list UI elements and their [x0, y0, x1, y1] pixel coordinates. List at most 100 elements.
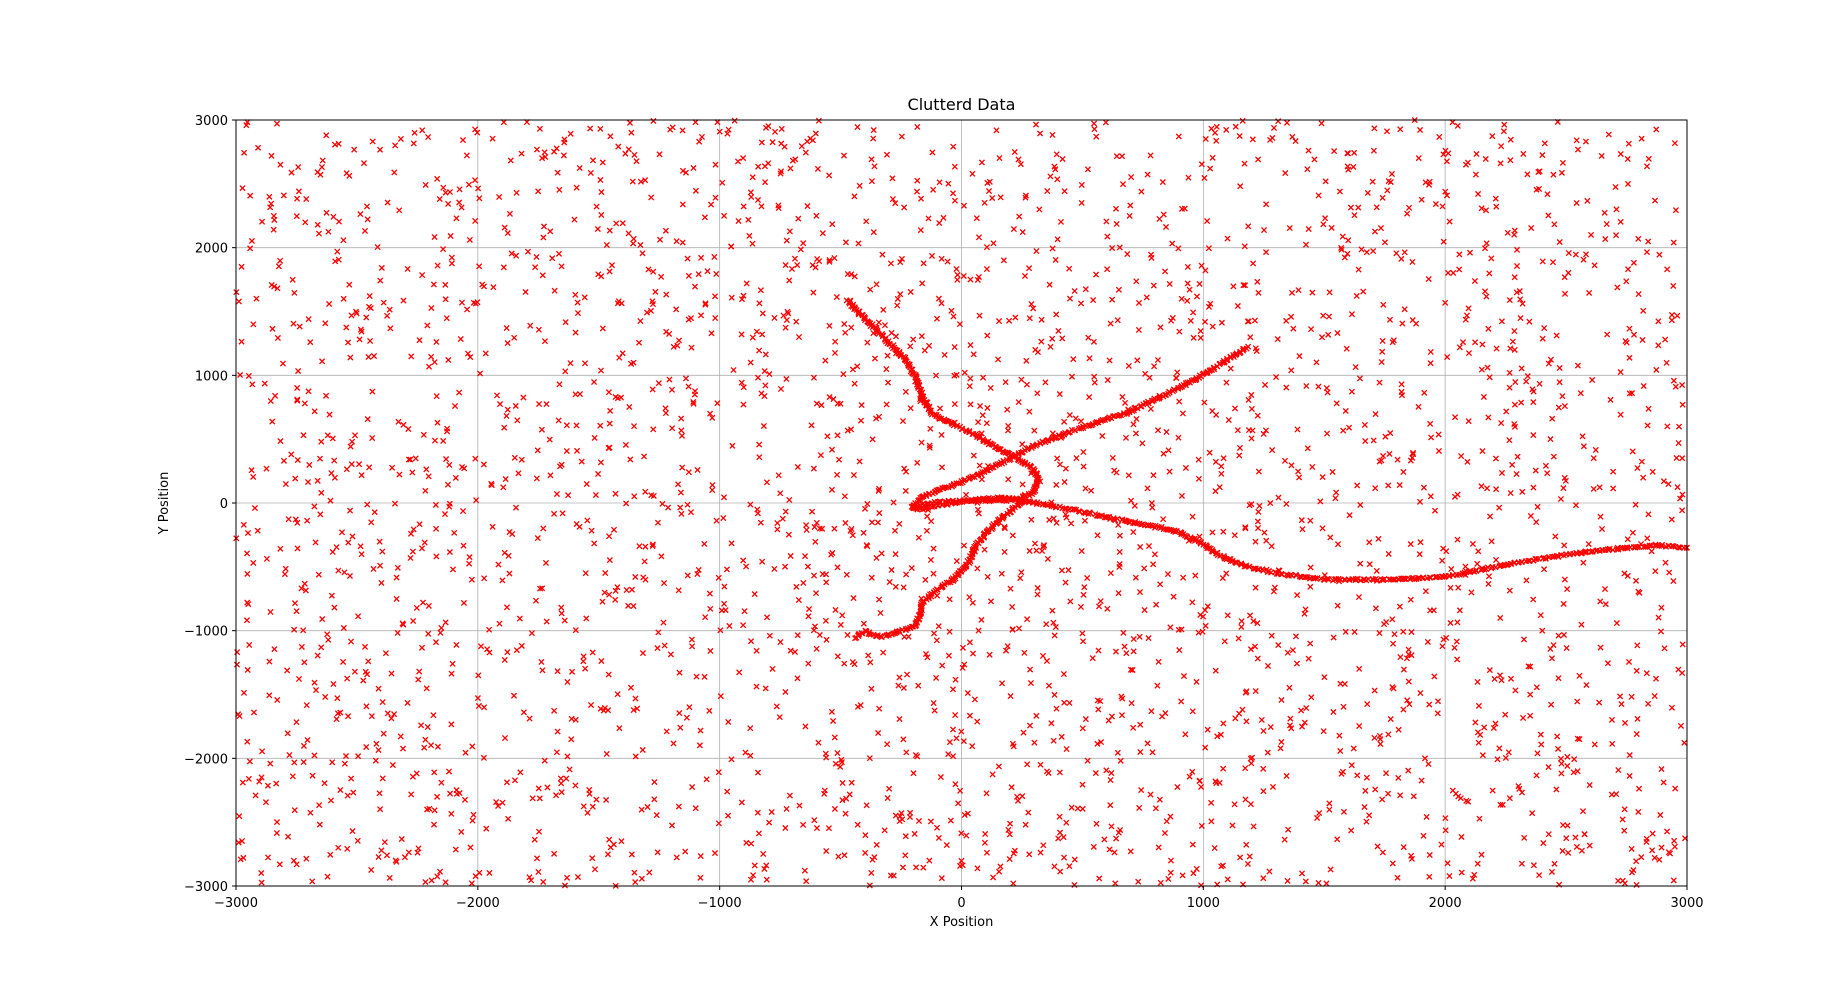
- clutter-point: [995, 318, 1003, 325]
- track-point: [1325, 575, 1332, 583]
- clutter-point: [984, 179, 991, 186]
- clutter-point: [247, 245, 254, 252]
- clutter-point: [456, 389, 463, 396]
- clutter-point: [1237, 183, 1244, 190]
- clutter-point: [630, 359, 637, 366]
- clutter-point: [625, 146, 632, 153]
- clutter-point: [1548, 868, 1556, 875]
- clutter-point: [851, 661, 858, 668]
- clutter-point: [1478, 366, 1485, 373]
- clutter-point: [1379, 849, 1386, 856]
- clutter-point: [1542, 462, 1549, 469]
- clutter-point: [1675, 440, 1682, 447]
- clutter-point: [829, 549, 836, 557]
- clutter-point: [701, 214, 708, 221]
- clutter-point: [1545, 831, 1552, 838]
- clutter-point: [837, 621, 844, 628]
- clutter-point: [1501, 121, 1508, 128]
- clutter-point: [720, 494, 728, 501]
- track-point: [883, 632, 890, 640]
- clutter-point: [1553, 332, 1560, 339]
- clutter-point: [915, 534, 922, 541]
- clutter-point: [951, 163, 958, 170]
- clutter-point: [1095, 706, 1102, 713]
- clutter-point: [250, 321, 257, 328]
- clutter-point: [398, 835, 405, 843]
- clutter-point: [1666, 569, 1673, 576]
- clutter-point: [1533, 684, 1540, 691]
- clutter-point: [1494, 756, 1501, 763]
- clutter-point: [1428, 434, 1435, 441]
- clutter-point: [511, 454, 518, 461]
- clutter-point: [607, 133, 614, 140]
- clutter-point: [1283, 317, 1290, 324]
- clutter-point: [527, 322, 534, 329]
- track-point: [1014, 502, 1022, 509]
- clutter-point: [1571, 756, 1578, 763]
- clutter-point: [880, 649, 887, 656]
- clutter-point: [472, 455, 479, 462]
- clutter-point: [883, 401, 890, 408]
- clutter-point: [501, 734, 509, 742]
- clutter-point: [598, 211, 605, 219]
- clutter-point: [769, 665, 776, 672]
- clutter-point: [1252, 538, 1259, 545]
- clutter-point: [891, 527, 899, 534]
- clutter-point: [930, 630, 938, 637]
- clutter-point: [1481, 288, 1489, 295]
- clutter-point: [978, 476, 985, 483]
- clutter-point: [915, 682, 922, 689]
- clutter-point: [870, 229, 877, 236]
- clutter-point: [922, 650, 930, 658]
- clutter-point: [1197, 334, 1204, 341]
- clutter-point: [1178, 492, 1185, 499]
- clutter-point: [300, 432, 307, 439]
- clutter-point: [1307, 517, 1314, 524]
- clutter-point: [243, 550, 251, 557]
- clutter-point: [1292, 633, 1300, 640]
- clutter-point: [690, 400, 697, 407]
- clutter-point: [1624, 155, 1631, 163]
- clutter-point: [597, 176, 604, 184]
- clutter-point: [453, 215, 460, 222]
- clutter-point: [1261, 529, 1268, 536]
- clutter-point: [1242, 796, 1249, 803]
- clutter-point: [1394, 874, 1401, 881]
- clutter-point: [1104, 605, 1111, 612]
- clutter-point: [1559, 393, 1566, 400]
- clutter-point: [1420, 832, 1427, 839]
- clutter-point: [353, 310, 360, 317]
- clutter-point: [753, 683, 760, 690]
- clutter-point: [533, 146, 541, 153]
- clutter-point: [696, 742, 703, 749]
- clutter-point: [1663, 359, 1670, 366]
- clutter-point: [1512, 379, 1519, 386]
- clutter-point: [1334, 329, 1341, 337]
- clutter-point: [1573, 843, 1580, 850]
- clutter-point: [1077, 300, 1085, 307]
- clutter-point: [1255, 289, 1262, 296]
- clutter-point: [783, 375, 790, 383]
- clutter-point: [1326, 800, 1333, 807]
- clutter-point: [606, 268, 613, 275]
- clutter-point: [1426, 178, 1433, 185]
- clutter-point: [1513, 289, 1520, 296]
- clutter-point: [364, 416, 371, 423]
- clutter-point: [264, 854, 272, 861]
- clutter-point: [1184, 297, 1191, 304]
- clutter-point: [1136, 633, 1143, 640]
- clutter-point: [1005, 422, 1012, 430]
- clutter-point: [842, 239, 849, 246]
- clutter-point: [314, 652, 321, 659]
- clutter-point: [1405, 646, 1412, 653]
- clutter-point: [1351, 149, 1358, 156]
- clutter-point: [648, 194, 655, 201]
- clutter-point: [309, 772, 316, 779]
- clutter-point: [1605, 131, 1612, 138]
- clutter-point: [685, 272, 692, 279]
- clutter-point: [558, 604, 565, 611]
- clutter-point: [841, 852, 848, 859]
- clutter-point: [291, 289, 298, 296]
- clutter-point: [996, 155, 1003, 162]
- clutter-point: [1104, 233, 1111, 240]
